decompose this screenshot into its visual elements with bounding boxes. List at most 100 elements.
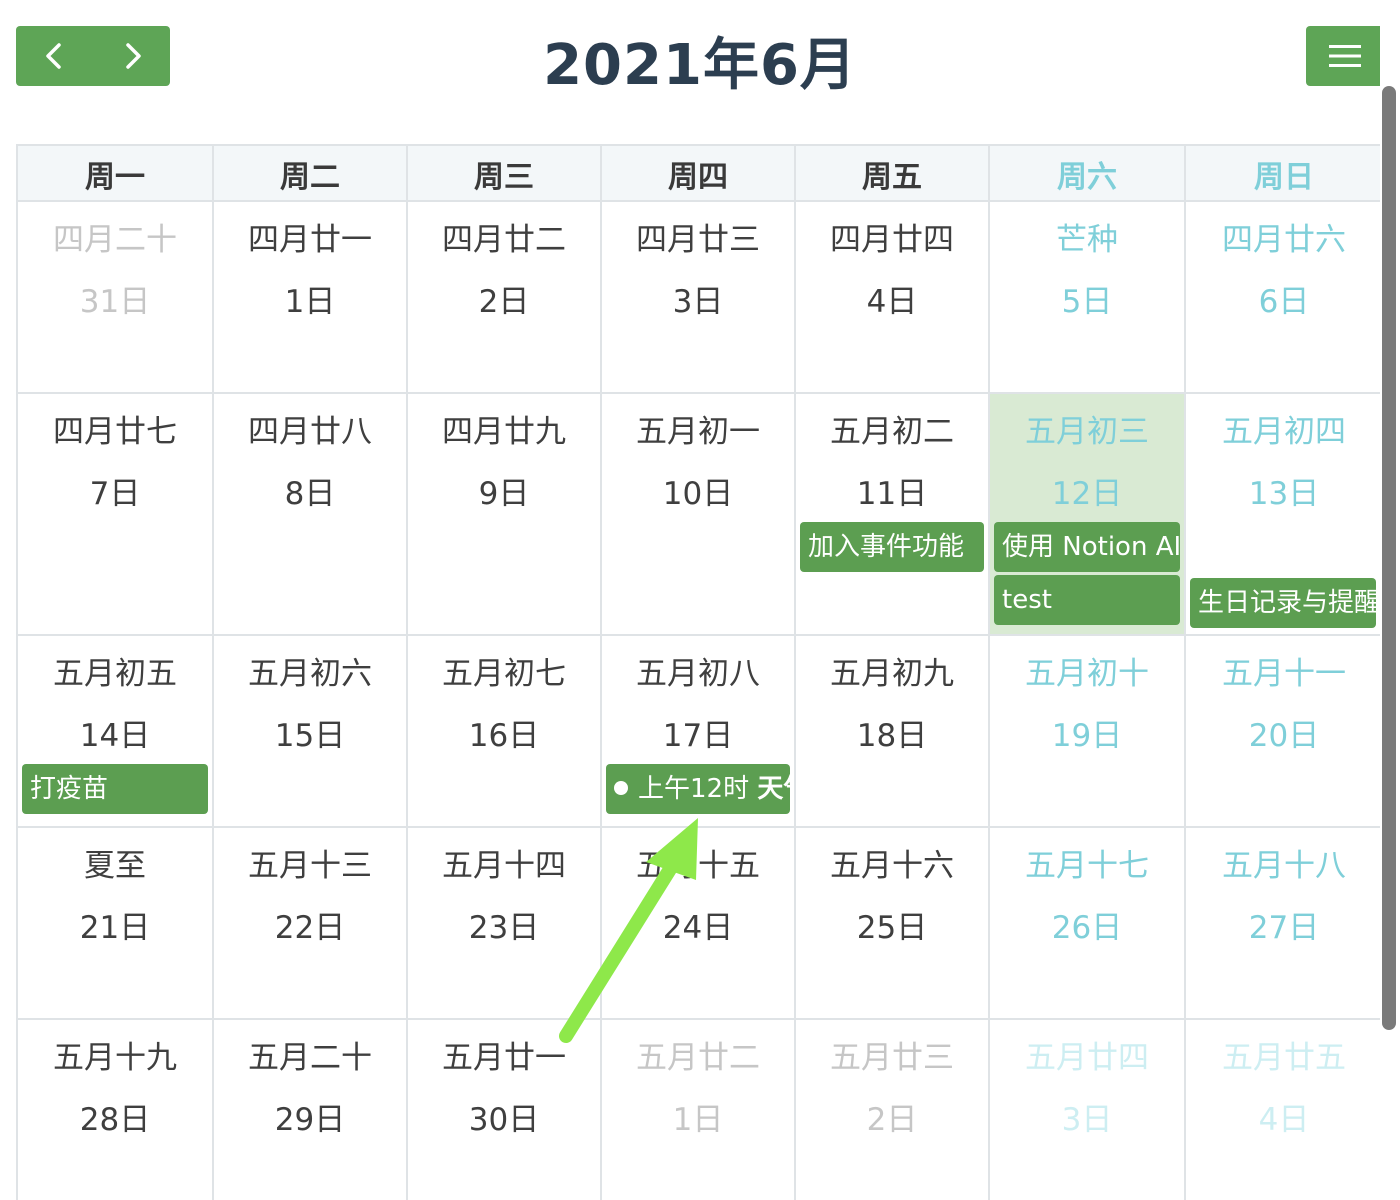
event-title: 生日记录与提醒 <box>1198 588 1376 618</box>
day-cell[interactable]: 五月初一 10日 <box>602 394 796 634</box>
day-cell[interactable]: 五月十九 28日 <box>18 1020 214 1200</box>
day-cell[interactable]: 五月廿五 4日 <box>1186 1020 1384 1200</box>
solar-date: 29日 <box>274 1102 346 1138</box>
weekday-sat: 周六 <box>990 146 1186 202</box>
day-cell[interactable]: 四月廿四 4日 <box>796 202 990 392</box>
solar-date: 1日 <box>672 1102 724 1138</box>
solar-date: 13日 <box>1248 476 1320 512</box>
solar-date: 11日 <box>856 476 928 512</box>
solar-date: 4日 <box>866 284 918 320</box>
day-cell[interactable]: 夏至 21日 <box>18 828 214 1018</box>
day-cell[interactable]: 五月十五 24日 <box>602 828 796 1018</box>
day-cell[interactable]: 五月廿二 1日 <box>602 1020 796 1200</box>
day-cell[interactable]: 五月初八 17日 <box>602 636 796 826</box>
calendar-event[interactable]: 加入事件功能 <box>800 522 984 572</box>
solar-date: 16日 <box>468 718 540 754</box>
day-cell[interactable]: 四月廿六 6日 <box>1186 202 1384 392</box>
day-cell[interactable]: 五月十六 25日 <box>796 828 990 1018</box>
lunar-date: 五月二十 <box>248 1040 372 1076</box>
day-cell[interactable]: 五月廿三 2日 <box>796 1020 990 1200</box>
page-title: 2021年6月 <box>543 33 857 98</box>
calendar-event-timed[interactable]: 上午12时 天气 <box>606 764 790 814</box>
solar-date: 3日 <box>672 284 724 320</box>
day-cell[interactable]: 五月初十 19日 <box>990 636 1186 826</box>
day-cell[interactable]: 五月二十 29日 <box>214 1020 408 1200</box>
day-cell[interactable]: 五月初七 16日 <box>408 636 602 826</box>
solar-date: 18日 <box>856 718 928 754</box>
calendar-event[interactable]: 生日记录与提醒 <box>1190 578 1376 628</box>
solar-date: 30日 <box>468 1102 540 1138</box>
lunar-date: 五月初二 <box>830 414 954 450</box>
solar-date: 31日 <box>79 284 151 320</box>
day-cell[interactable]: 四月廿二 2日 <box>408 202 602 392</box>
event-title: 加入事件功能 <box>808 532 965 562</box>
lunar-date: 五月初三 <box>1025 414 1149 450</box>
lunar-date: 五月初一 <box>636 414 760 450</box>
solar-date: 24日 <box>662 910 734 946</box>
solar-date: 7日 <box>89 476 141 512</box>
day-cell[interactable]: 五月十七 26日 <box>990 828 1186 1018</box>
day-cell[interactable]: 五月廿四 3日 <box>990 1020 1186 1200</box>
lunar-date: 五月廿五 <box>1222 1040 1346 1076</box>
lunar-date: 四月二十 <box>53 222 177 258</box>
day-cell[interactable]: 四月二十 31日 <box>18 202 214 392</box>
solar-date: 6日 <box>1258 284 1310 320</box>
solar-date: 14日 <box>79 718 151 754</box>
solar-date: 20日 <box>1248 718 1320 754</box>
lunar-date: 四月廿四 <box>830 222 954 258</box>
day-cell[interactable]: 四月廿一 1日 <box>214 202 408 392</box>
day-cell[interactable]: 四月廿八 8日 <box>214 394 408 634</box>
solar-date: 19日 <box>1051 718 1123 754</box>
lunar-date: 四月廿六 <box>1222 222 1346 258</box>
lunar-date: 四月廿七 <box>53 414 177 450</box>
day-cell[interactable]: 五月十四 23日 <box>408 828 602 1018</box>
lunar-date: 五月初十 <box>1025 656 1149 692</box>
solar-date: 22日 <box>274 910 346 946</box>
day-cell[interactable]: 五月十一 20日 <box>1186 636 1384 826</box>
lunar-date: 五月十四 <box>442 848 566 884</box>
day-cell[interactable]: 五月十八 27日 <box>1186 828 1384 1018</box>
day-cell[interactable]: 五月初九 18日 <box>796 636 990 826</box>
event-title: 打疫苗 <box>30 774 109 804</box>
lunar-date: 四月廿八 <box>248 414 372 450</box>
prev-month-button[interactable] <box>16 26 93 86</box>
solar-date: 15日 <box>274 718 346 754</box>
day-cell[interactable]: 四月廿七 7日 <box>18 394 214 634</box>
solar-date: 4日 <box>1258 1102 1310 1138</box>
day-cell[interactable]: 五月廿一 30日 <box>408 1020 602 1200</box>
lunar-date: 五月廿三 <box>830 1040 954 1076</box>
calendar-event[interactable]: 打疫苗 <box>22 764 208 814</box>
solar-date: 9日 <box>478 476 530 512</box>
lunar-date: 五月十九 <box>53 1040 177 1076</box>
lunar-date: 五月十一 <box>1222 656 1346 692</box>
day-cell[interactable]: 五月十三 22日 <box>214 828 408 1018</box>
solar-date: 12日 <box>1051 476 1123 512</box>
weekday-thu: 周四 <box>602 146 796 202</box>
calendar-toolbar: 2021年6月 <box>0 0 1400 120</box>
lunar-date: 五月十三 <box>248 848 372 884</box>
day-cell[interactable]: 四月廿三 3日 <box>602 202 796 392</box>
calendar-event[interactable]: test <box>994 575 1180 625</box>
lunar-date: 夏至 <box>84 848 146 884</box>
lunar-date: 五月廿二 <box>636 1040 760 1076</box>
lunar-date: 五月初九 <box>830 656 954 692</box>
day-cell[interactable]: 五月初二 11日 <box>796 394 990 634</box>
event-title: 使用 Notion AI <box>1002 532 1180 562</box>
calendar-event[interactable]: 使用 Notion AI <box>994 522 1180 572</box>
weekday-fri: 周五 <box>796 146 990 202</box>
event-title: 天气 <box>757 774 790 804</box>
day-cell[interactable]: 五月初六 15日 <box>214 636 408 826</box>
menu-button[interactable] <box>1306 26 1384 86</box>
day-cell[interactable]: 四月廿九 9日 <box>408 394 602 634</box>
solar-date: 3日 <box>1061 1102 1113 1138</box>
day-cell[interactable]: 五月初五 14日 <box>18 636 214 826</box>
chevron-left-icon <box>45 43 61 69</box>
scrollbar-thumb[interactable] <box>1382 86 1396 1030</box>
lunar-date: 芒种 <box>1056 222 1118 258</box>
day-cell[interactable]: 芒种 5日 <box>990 202 1186 392</box>
week-row-3: 五月初五 14日 五月初六 15日 五月初七 16日 五月初八 17日 五月初九 18日 … <box>18 636 1384 828</box>
week-row-1: 四月二十 31日 四月廿一 1日 四月廿二 2日 四月廿三 3日 四月廿四 4日 芒种 5日… <box>18 202 1384 394</box>
lunar-date: 五月初五 <box>53 656 177 692</box>
lunar-date: 五月十八 <box>1222 848 1346 884</box>
next-month-button[interactable] <box>93 26 170 86</box>
